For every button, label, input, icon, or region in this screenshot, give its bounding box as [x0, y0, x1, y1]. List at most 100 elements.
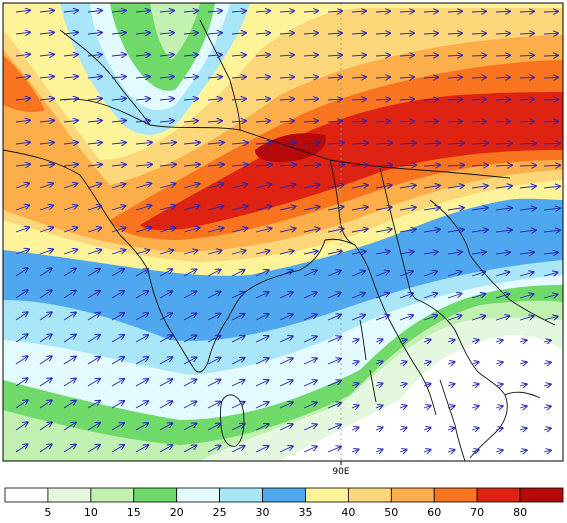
wind-vector-arrow	[183, 269, 196, 277]
wind-vector-arrow	[543, 230, 560, 232]
wind-vector-arrow	[135, 121, 150, 122]
wind-vector-arrow	[207, 99, 222, 100]
wind-vector-arrow	[303, 251, 318, 254]
wind-vector-arrow	[255, 292, 269, 299]
wind-vector-arrow	[255, 251, 270, 254]
wind-vector-arrow	[159, 142, 176, 144]
colorbar-swatch	[133, 487, 178, 503]
wind-vector-arrow	[159, 11, 174, 12]
wind-vector-arrow	[231, 314, 245, 321]
wind-vector-arrow	[159, 291, 172, 299]
wind-vector-arrow	[495, 165, 512, 166]
wind-vector-arrow	[15, 98, 30, 100]
wind-vector-arrow	[159, 121, 174, 122]
wind-vector-arrow	[327, 293, 341, 299]
wind-vector-arrow	[375, 251, 390, 254]
colorbar-swatch	[476, 487, 521, 503]
wind-vector-arrow	[207, 380, 221, 387]
wind-vector-arrow	[279, 380, 293, 387]
wind-vector-arrow	[279, 292, 293, 299]
wind-vector-arrow	[543, 99, 558, 100]
wind-vector-arrow	[327, 403, 341, 409]
wind-vector-arrow	[39, 10, 54, 12]
wind-vector-arrow	[183, 99, 198, 100]
wind-vector-arrow	[183, 11, 198, 12]
wind-vector-arrow	[255, 402, 269, 409]
wind-vector-arrow	[279, 446, 293, 453]
wind-vector-arrow	[423, 340, 431, 342]
colorbar-label: 5	[44, 506, 51, 519]
wind-vector-arrow	[279, 55, 294, 56]
wind-vector-arrow	[351, 427, 359, 430]
wind-vector-arrow	[423, 143, 440, 144]
wind-vector-arrow	[15, 54, 30, 56]
wind-vector-arrow	[375, 143, 392, 144]
wind-vector-arrow	[39, 334, 52, 343]
wind-vector-arrow	[447, 11, 462, 12]
wind-vector-arrow	[303, 336, 317, 343]
wind-vector-arrow	[495, 362, 503, 364]
wind-vector-arrow	[399, 315, 413, 321]
wind-vector-arrow	[543, 316, 558, 320]
wind-vector-arrow	[471, 77, 486, 78]
wind-vector-arrow	[87, 33, 102, 35]
wind-vector-arrow	[471, 252, 486, 254]
wind-vector-arrow	[303, 55, 318, 56]
wind-vector-arrow	[279, 77, 294, 78]
wind-vector-arrow	[183, 401, 196, 409]
wind-vector-arrow	[519, 384, 527, 386]
wind-vector-arrow	[63, 32, 78, 34]
wind-vector-arrow	[183, 33, 198, 34]
wind-vector-arrow	[279, 165, 296, 166]
wind-vector-arrow	[447, 230, 464, 232]
wind-vector-arrow	[519, 121, 534, 122]
wind-vector-arrow	[111, 291, 124, 299]
wind-vector-arrow	[375, 207, 392, 210]
wind-vector-arrow	[447, 165, 464, 166]
wind-vector-arrow	[207, 121, 222, 122]
wind-vector-arrow	[471, 121, 486, 122]
wind-vector-arrow	[351, 55, 366, 56]
wind-vector-arrow	[351, 185, 368, 188]
wind-vector-arrow	[471, 406, 479, 408]
wind-vector-arrow	[447, 143, 464, 144]
wind-vector-arrow	[207, 33, 222, 34]
wind-vector-arrow	[423, 121, 438, 122]
border-west	[3, 149, 121, 236]
colorbar-swatch	[90, 487, 135, 503]
wind-vector-arrow	[423, 384, 431, 386]
wind-vector-arrow	[423, 293, 437, 299]
wind-vector-arrow	[519, 272, 534, 277]
wind-vector-arrow	[447, 340, 455, 342]
wind-vector-arrow	[543, 165, 560, 166]
wind-vector-arrow	[447, 406, 455, 408]
wind-vector-arrow	[255, 228, 272, 233]
wind-vector-arrow	[87, 143, 102, 145]
wind-vector-arrow	[423, 271, 437, 277]
wind-vector-arrow	[327, 271, 341, 277]
wind-vector-arrow	[231, 251, 246, 255]
wind-vector-arrow	[135, 164, 152, 166]
wind-vector-arrow	[255, 55, 270, 56]
wind-vector-arrow	[423, 185, 440, 188]
wind-vector-arrow	[39, 227, 53, 233]
colorbar-label: 80	[513, 506, 527, 519]
wind-vector-arrow	[471, 294, 485, 299]
wind-vector-arrow	[231, 446, 245, 453]
wind-vector-arrow	[423, 428, 431, 430]
wind-vector-arrow	[303, 380, 317, 387]
wind-vector-arrow	[135, 313, 148, 321]
wind-vector-arrow	[207, 55, 222, 56]
wind-vector-arrow	[447, 77, 462, 78]
wind-vector-arrow	[135, 205, 151, 211]
wind-vector-arrow	[351, 229, 368, 232]
wind-vector-arrow	[159, 357, 172, 365]
wind-vector-arrow	[159, 55, 174, 56]
wind-vector-arrow	[135, 445, 148, 453]
wind-vector-arrow	[423, 165, 440, 166]
wind-vector-arrow	[399, 55, 414, 56]
wind-vector-arrow	[399, 450, 407, 452]
wind-vector-arrow	[39, 76, 54, 78]
wind-vector-arrow	[375, 406, 383, 409]
